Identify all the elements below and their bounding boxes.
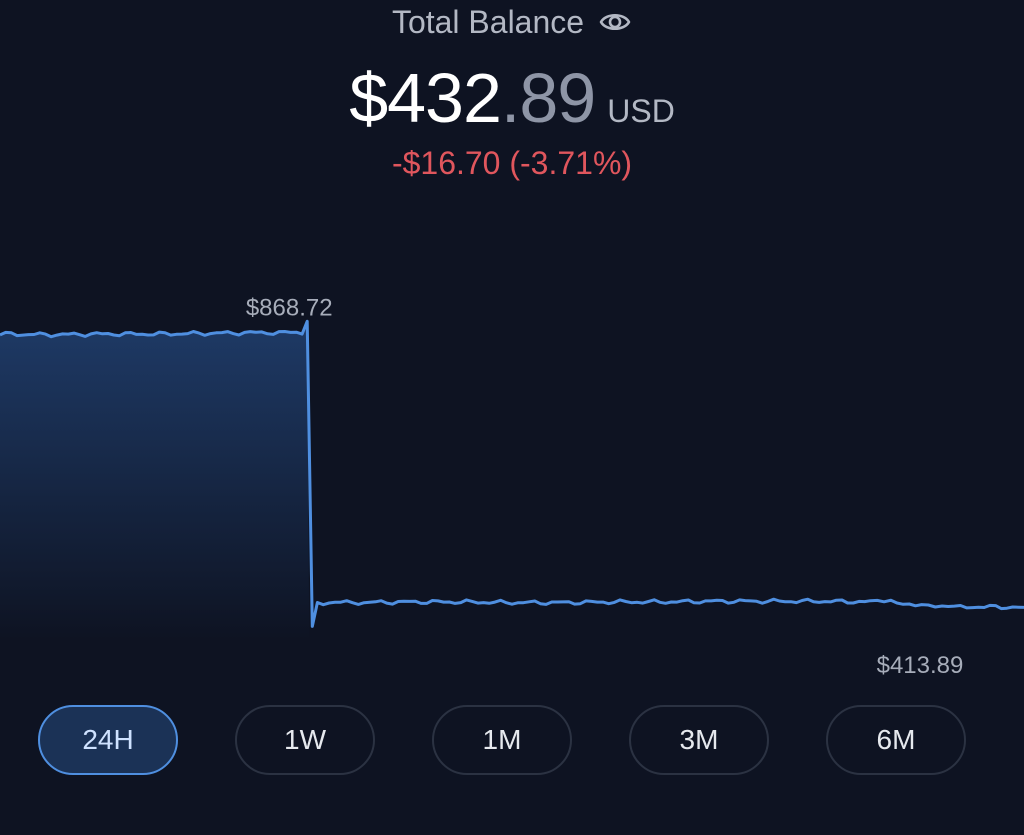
chart-max-label: $868.72: [246, 294, 333, 321]
chart-series-line: [0, 319, 1024, 628]
balance-change: -$16.70 (-3.71%): [391, 145, 633, 181]
range-button-1w[interactable]: 1W: [235, 705, 375, 775]
balance-chart-svg: $868.72 $413.89: [0, 294, 1024, 679]
chart-min-label: $413.89: [877, 652, 964, 679]
total-balance-title: Total Balance: [391, 3, 585, 40]
range-button-24h[interactable]: 24H: [38, 705, 178, 775]
range-button-3m[interactable]: 3M: [629, 705, 769, 775]
eye-icon[interactable]: [598, 5, 632, 39]
balance-amount: $432 .89 USD: [0, 58, 1024, 138]
balance-currency: USD: [607, 93, 675, 129]
time-range-selector: 24H 1W 1M 3M 6M: [0, 705, 1024, 777]
balance-decimal-part: .89: [500, 59, 596, 137]
range-button-6m[interactable]: 6M: [826, 705, 966, 775]
balance-chart[interactable]: $868.72 $413.89: [0, 280, 1024, 680]
balance-header: Total Balance: [0, 2, 1024, 42]
balance-whole-part: $432: [349, 59, 502, 137]
eye-icon-graphic: [599, 13, 631, 31]
range-button-1m[interactable]: 1M: [432, 705, 572, 775]
chart-area-fill: [0, 321, 310, 640]
